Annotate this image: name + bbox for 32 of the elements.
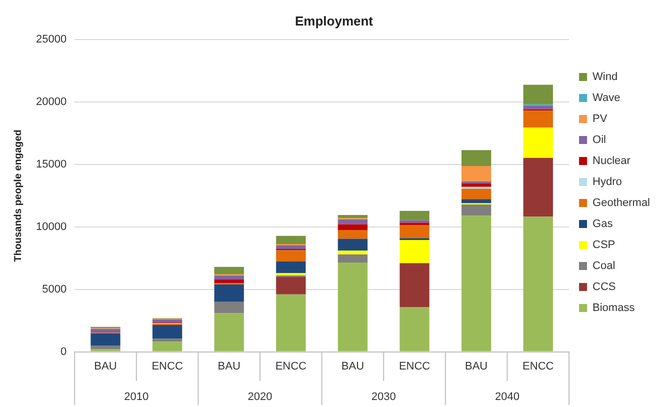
y-tick-label: 25000: [36, 34, 67, 46]
x-tick-label: BAU: [218, 360, 240, 372]
x-tick-label: ENCC: [398, 360, 430, 372]
text: 2030: [371, 391, 396, 404]
x-tick-label: BAU: [341, 360, 364, 372]
legend-label: Wind: [592, 71, 618, 84]
y-tick-label: 0: [60, 346, 67, 358]
legend-label: Coal: [592, 260, 616, 272]
legend-label: Oil: [592, 134, 606, 146]
legend-label: Gas: [592, 218, 614, 230]
x-tick-label: ENCC: [522, 360, 554, 372]
y-tick-label: 20000: [36, 96, 67, 108]
y-tick-label: 5000: [42, 283, 67, 296]
y-tick-label: 10000: [36, 220, 67, 233]
text: 2040: [494, 391, 520, 404]
chart-title: Employment: [294, 13, 374, 28]
text: 2010: [124, 391, 149, 404]
x-tick-label: ENCC: [275, 360, 307, 372]
legend-label: Wave: [592, 92, 620, 104]
legend-label: Geothermal: [592, 197, 650, 210]
text: 2020: [248, 391, 272, 404]
legend-label: Nuclear: [592, 155, 631, 168]
legend-label: Hydro: [592, 176, 622, 188]
x-tick-label: BAU: [94, 360, 117, 372]
legend-label: CCS: [592, 281, 616, 294]
legend-label: CSP: [592, 239, 616, 252]
y-tick-label: 15000: [36, 158, 67, 171]
legend-label: PV: [592, 113, 608, 126]
x-tick-label: ENCC: [152, 360, 183, 372]
y-axis-title: Thousands people engaged: [12, 130, 24, 262]
x-tick-label: BAU: [465, 360, 488, 372]
legend-label: Biomass: [592, 302, 636, 314]
